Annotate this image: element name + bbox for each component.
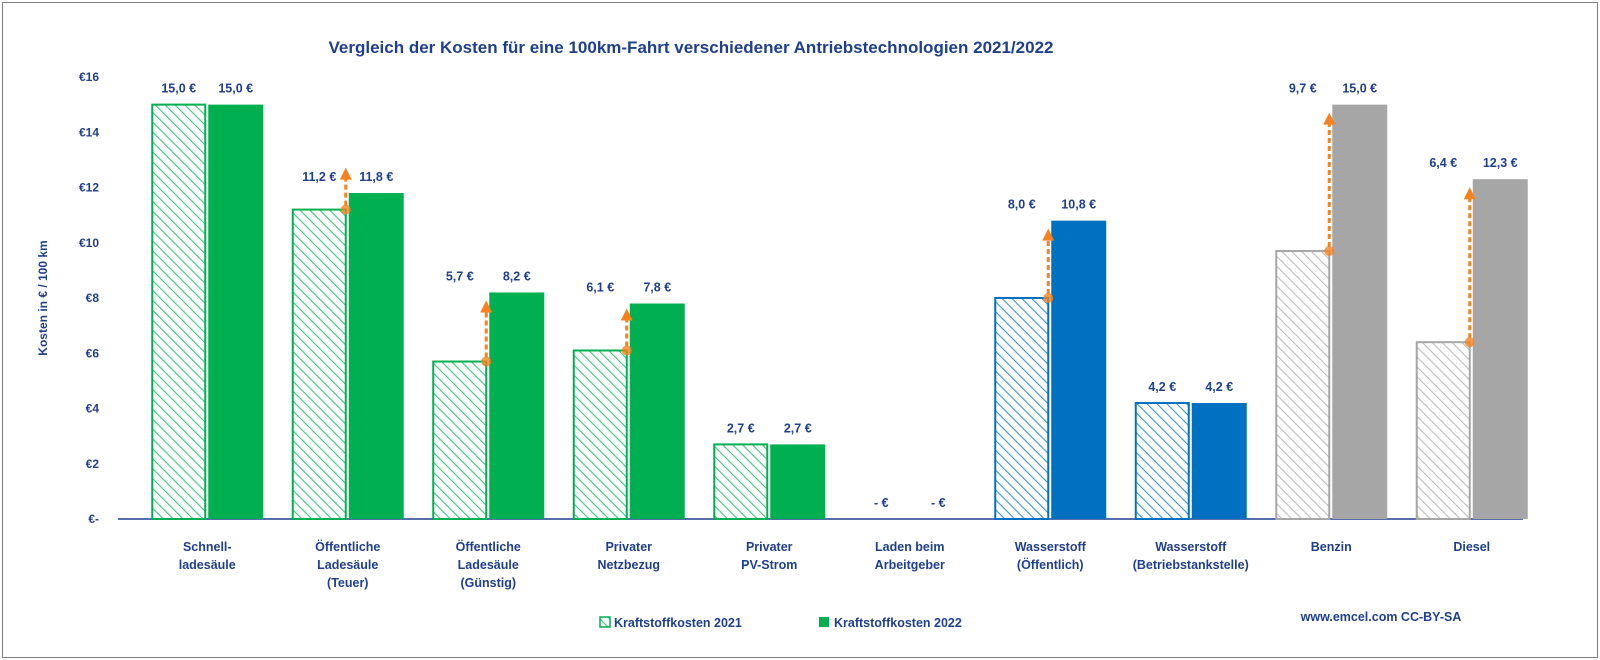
source-note: www.emcel.com CC-BY-SA xyxy=(1300,610,1462,624)
x-category-label: Laden beim Arbeitgeber xyxy=(875,540,945,572)
value-label-2022: 11,8 € xyxy=(359,170,393,184)
increase-arrow xyxy=(620,308,633,356)
legend-item-2021: Kraftstoffkosten 2021 xyxy=(599,616,742,630)
x-category-label: Öffentliche Ladesäule (Teuer) xyxy=(315,539,380,590)
bar-2022 xyxy=(629,303,685,519)
chart-title: Vergleich der Kosten für eine 100km-Fahr… xyxy=(329,38,1054,57)
bar-2021 xyxy=(432,360,488,520)
value-label-2022: 10,8 € xyxy=(1061,198,1096,212)
y-tick-label: €2 xyxy=(86,457,100,471)
value-label-2022: 7,8 € xyxy=(643,281,671,295)
x-category-label: Wasserstoff (Öffentlich) xyxy=(1015,540,1087,572)
legend-item-2022: Kraftstoffkosten 2022 xyxy=(819,616,962,630)
value-label-2022: 15,0 € xyxy=(1342,82,1377,96)
value-label-2021: 6,1 € xyxy=(586,281,614,295)
x-category-label: Privater Netzbezug xyxy=(598,540,661,572)
legend-label-2021: Kraftstoffkosten 2021 xyxy=(614,616,742,630)
value-label-2022: 4,2 € xyxy=(1205,380,1233,394)
y-axis-ticks: €- €2 €4 €6 €8 €10 €12 €14 €16 xyxy=(79,70,99,526)
value-label-2022: - € xyxy=(931,496,946,510)
bar-2021 xyxy=(994,297,1050,520)
value-label-2021: 2,7 € xyxy=(727,421,755,435)
value-label-2021: - € xyxy=(874,496,889,510)
y-tick-label: €- xyxy=(88,512,99,526)
value-labels: 15,0 € 15,0 € 11,2 € 11,8 € 5,7 € 8,2 € 6,1 € 7… xyxy=(161,82,1517,510)
increase-arrow xyxy=(1042,228,1055,303)
bar-2022 xyxy=(348,193,404,519)
cost-comparison-chart: Vergleich der Kosten für eine 100km-Fahr… xyxy=(36,38,1528,630)
bar-2022 xyxy=(1191,402,1247,519)
y-tick-label: €16 xyxy=(79,70,99,84)
bar-2021 xyxy=(1275,250,1331,520)
y-tick-label: €14 xyxy=(79,125,99,139)
y-tick-label: €12 xyxy=(79,181,99,195)
increase-arrow xyxy=(480,300,493,367)
x-category-label: Schnell-ladesäule xyxy=(179,540,236,572)
value-label-2021: 5,7 € xyxy=(446,269,474,283)
bar-2021 xyxy=(1134,401,1190,521)
bar-2021 xyxy=(572,349,628,520)
value-label-2021: 15,0 € xyxy=(161,82,196,96)
x-category-label: Benzin xyxy=(1311,540,1352,554)
value-label-2021: 11,2 € xyxy=(302,170,336,184)
x-axis-categories: Schnell-ladesäule Öffentliche Ladesäule (Te… xyxy=(179,539,1490,590)
bar-2022 xyxy=(770,444,826,519)
legend-label-2022: Kraftstoffkosten 2022 xyxy=(834,616,962,630)
bar-2021 xyxy=(151,103,207,520)
increase-arrow xyxy=(1463,187,1476,348)
y-axis-label: Kosten in € / 100 km xyxy=(36,240,50,355)
x-category-label: Diesel xyxy=(1453,540,1490,554)
legend: Kraftstoffkosten 2021 Kraftstoffkosten 20… xyxy=(599,616,962,630)
y-tick-label: €6 xyxy=(86,346,100,360)
bar-2022 xyxy=(489,292,545,519)
value-label-2021: 8,0 € xyxy=(1008,198,1036,212)
x-category-label: Wasserstoff (Betriebstankstelle) xyxy=(1133,540,1249,572)
bar-2022 xyxy=(1332,104,1388,519)
bar-2021 xyxy=(291,208,347,520)
bar-2021 xyxy=(1415,341,1471,521)
value-label-2022: 2,7 € xyxy=(784,421,812,435)
value-label-2022: 8,2 € xyxy=(503,269,531,283)
legend-swatch-2022 xyxy=(819,617,829,627)
value-label-2021: 9,7 € xyxy=(1289,82,1317,96)
value-label-2021: 6,4 € xyxy=(1429,156,1457,170)
x-category-label: Privater PV-Strom xyxy=(741,540,797,572)
y-tick-label: €10 xyxy=(79,236,99,250)
bar-2022 xyxy=(1051,220,1107,519)
bar-2022 xyxy=(1472,179,1528,519)
y-tick-label: €8 xyxy=(86,291,100,305)
increase-arrow xyxy=(339,167,352,215)
value-label-2022: 12,3 € xyxy=(1483,156,1518,170)
legend-swatch-2021 xyxy=(599,616,611,628)
y-tick-label: €4 xyxy=(86,402,100,416)
bars xyxy=(151,103,1528,521)
increase-arrow xyxy=(1323,112,1336,257)
value-label-2022: 15,0 € xyxy=(218,82,253,96)
bar-2021 xyxy=(713,443,769,521)
increase-arrows xyxy=(339,112,1476,367)
bar-2022 xyxy=(208,104,264,519)
value-label-2021: 4,2 € xyxy=(1148,380,1176,394)
x-category-label: Öffentliche Ladesäule (Günstig) xyxy=(456,539,521,590)
